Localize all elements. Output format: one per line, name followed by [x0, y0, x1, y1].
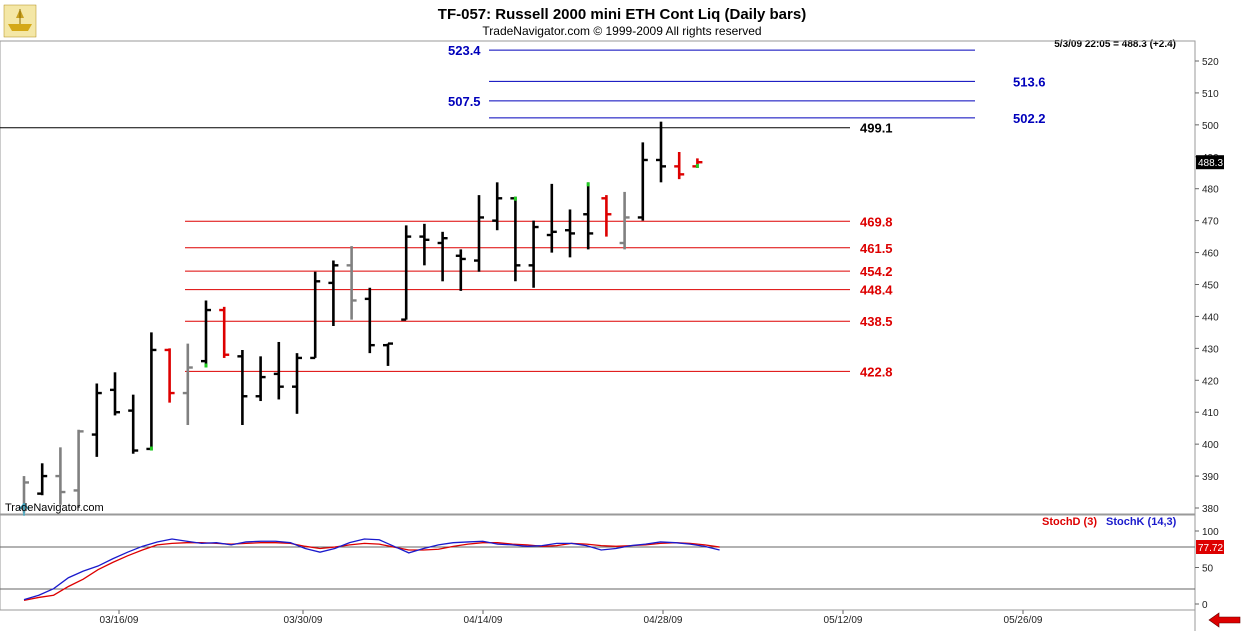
fib-level-label-red: 422.8 [860, 364, 893, 379]
price-tick-label: 400 [1202, 440, 1219, 451]
price-tick-label: 470 [1202, 217, 1219, 228]
ohlc-bar [146, 332, 157, 451]
date-tick-label: 03/30/09 [284, 615, 323, 626]
fibonacci-levels-layer: 469.8 461.5 454.2 448.4 438.5 422.8 523.4 513.6… [0, 43, 1046, 379]
stochastic-last-label: 77.72 [1198, 543, 1223, 554]
fib-level-label-blue: 507.5 [448, 94, 481, 109]
stochastic-layer: 0 50 100 77.72 [0, 527, 1224, 611]
date-tick-label: 04/28/09 [644, 615, 683, 626]
ohlc-bar [437, 231, 448, 282]
stochastic-tick-label: 0 [1202, 600, 1208, 611]
tradenavigator-logo[interactable] [3, 4, 37, 38]
scroll-right-arrow-icon[interactable] [1208, 612, 1241, 628]
ohlc-bar [546, 183, 557, 253]
price-tick-label: 510 [1202, 89, 1219, 100]
ohlc-bar [346, 246, 357, 320]
ohlc-bar [419, 223, 430, 266]
price-tick-label: 430 [1202, 344, 1219, 355]
price-tick-label: 450 [1202, 281, 1219, 292]
ohlc-bar [528, 220, 539, 288]
price-tick-label: 390 [1202, 472, 1219, 483]
ohlc-bar [656, 121, 666, 183]
ohlc-bar [565, 209, 575, 258]
ohlc-bar [110, 372, 120, 416]
ohlc-bar [91, 383, 102, 457]
price-tick-label: 420 [1202, 376, 1219, 387]
ohlc-bar [273, 341, 284, 400]
last-quote-text: 5/3/09 22:05 = 488.3 (+2.4) [1054, 39, 1176, 50]
ohlc-bar [383, 342, 393, 366]
price-axis: 3803904004104204304404504604704804905005… [1195, 57, 1224, 515]
ohlc-bar [583, 182, 594, 250]
ohlc-bar [328, 260, 339, 327]
ohlc-bar [37, 463, 48, 496]
ohlc-bar [455, 249, 466, 291]
stochk-line [23, 538, 720, 601]
stochastic-tick-label: 100 [1202, 527, 1219, 538]
ohlc-bar [674, 151, 685, 180]
ohlc-bar [637, 142, 648, 221]
ohlc-bar [310, 271, 321, 360]
stochd-legend: StochD (3) [1042, 516, 1097, 528]
fib-level-label-blue: 523.4 [448, 43, 481, 58]
date-tick-label: 03/16/09 [100, 615, 139, 626]
price-tick-label: 460 [1202, 249, 1219, 260]
ohlc-bar [55, 447, 66, 505]
fib-level-label-red: 469.8 [860, 214, 893, 229]
fib-level-label-red: 438.5 [860, 314, 893, 329]
fib-level-label-red: 461.5 [860, 241, 893, 256]
ohlc-bar [164, 348, 175, 403]
price-tick-label: 480 [1202, 185, 1219, 196]
last-price-box [1196, 155, 1224, 170]
date-axis: 03/16/09 03/30/09 04/14/09 04/28/09 05/12/09… [100, 610, 1043, 626]
price-tick-label: 500 [1202, 121, 1219, 132]
high-level-label: 499.1 [860, 121, 893, 136]
cursor-arrow-icon [18, 502, 30, 516]
stochk-legend: StochK (14,3) [1106, 516, 1177, 528]
price-tick-label: 440 [1202, 312, 1219, 323]
price-tick-label: 380 [1202, 504, 1219, 515]
fib-level-label-blue: 513.6 [1013, 74, 1046, 89]
stochastic-tick-label: 50 [1202, 564, 1214, 575]
ohlc-bar [692, 158, 703, 168]
ohlc-bar [292, 353, 302, 414]
ohlc-bar [474, 195, 484, 272]
ohlc-bar [128, 394, 139, 454]
date-tick-label: 04/14/09 [464, 615, 503, 626]
ohlc-bar [364, 287, 375, 354]
fib-level-label-red: 454.2 [860, 264, 893, 279]
ohlc-bar [492, 182, 503, 231]
stochd-line [23, 542, 720, 601]
copyright-text: TradeNavigator.com © 1999-2009 All right… [482, 24, 761, 38]
ohlc-bar [237, 349, 248, 425]
ohlc-bar [18, 476, 30, 516]
fib-level-label-blue: 502.2 [1013, 111, 1046, 126]
ohlc-bar [201, 300, 211, 368]
chart-title: TF-057: Russell 2000 mini ETH Cont Liq (… [438, 6, 806, 23]
ohlc-bar [73, 429, 84, 508]
fib-level-label-red: 448.4 [860, 283, 893, 298]
stochastic-panel-frame [0, 514, 1196, 611]
price-tick-label: 520 [1202, 57, 1219, 68]
ohlc-bar [601, 195, 612, 237]
last-price-label: 488.3 [1198, 158, 1223, 169]
ohlc-bar [182, 343, 193, 425]
ohlc-bar [619, 191, 630, 250]
ohlc-bar [510, 196, 521, 282]
watermark-text: TradeNavigator.com [5, 502, 104, 514]
ohlc-bar [219, 306, 230, 358]
price-bars-layer [18, 121, 703, 516]
date-tick-label: 05/12/09 [824, 615, 863, 626]
ohlc-bar [401, 225, 412, 321]
ohlc-bar [255, 356, 266, 402]
price-tick-label: 410 [1202, 408, 1219, 419]
date-tick-label: 05/26/09 [1004, 615, 1043, 626]
stochastic-last-box [1196, 540, 1224, 554]
